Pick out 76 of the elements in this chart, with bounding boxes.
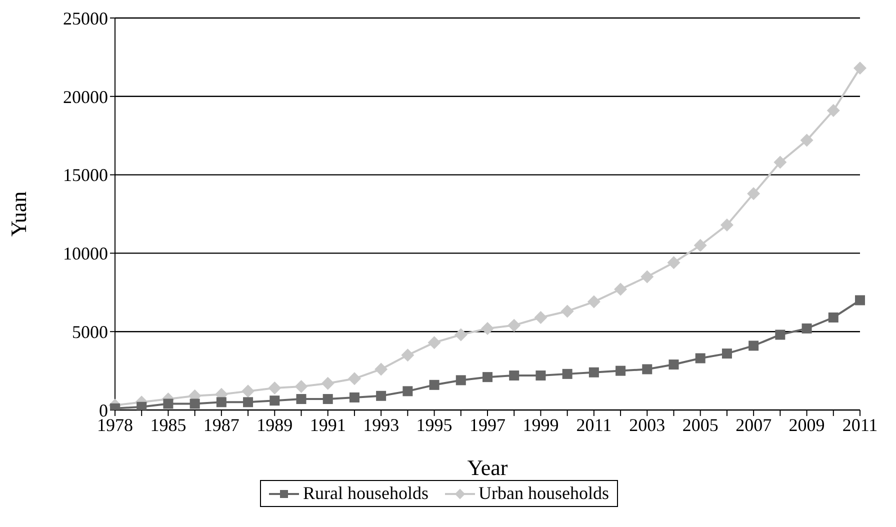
point	[667, 256, 680, 270]
x-tick-label: 1999	[522, 414, 559, 435]
point	[243, 397, 254, 408]
point	[216, 397, 226, 408]
point	[321, 376, 334, 390]
y-tick-label: 0	[99, 400, 108, 420]
point	[349, 392, 360, 402]
x-tick-label: 1987	[203, 414, 240, 435]
point	[800, 134, 814, 147]
point	[640, 270, 654, 284]
point	[482, 372, 492, 382]
y-tick-label: 15000	[63, 165, 108, 186]
point	[376, 390, 386, 401]
point	[562, 368, 572, 379]
y-tick-label: 10000	[63, 244, 108, 264]
point	[242, 384, 255, 398]
point	[775, 330, 786, 340]
point	[163, 398, 174, 409]
x-tick-label: 2009	[788, 414, 825, 435]
point	[828, 312, 838, 322]
point	[588, 367, 599, 378]
y-tick-label: 5000	[72, 322, 108, 342]
point	[587, 295, 600, 308]
point	[429, 380, 440, 390]
x-axis-title: Year	[467, 455, 508, 480]
point	[774, 156, 787, 169]
point	[534, 310, 548, 324]
point	[560, 304, 574, 318]
point	[855, 295, 865, 306]
x-tick-label: 1989	[256, 414, 293, 435]
x-tick-label: 1995	[416, 414, 452, 435]
point	[509, 370, 520, 381]
point	[536, 370, 546, 381]
x-tick-label: 1993	[363, 414, 400, 435]
point	[454, 328, 468, 342]
x-tick-label: 1997	[470, 414, 506, 435]
x-tick-label: 2011	[842, 414, 878, 435]
point	[428, 336, 441, 350]
point	[296, 394, 306, 404]
x-tick-label: 2011	[576, 414, 612, 435]
point	[720, 218, 734, 232]
point	[374, 362, 388, 376]
x-tick-label: 1985	[150, 414, 186, 435]
point	[722, 348, 732, 359]
point	[294, 380, 308, 393]
point	[642, 364, 652, 374]
point	[456, 375, 466, 386]
point	[614, 282, 628, 296]
x-tick-label: 2005	[682, 414, 718, 435]
point	[402, 386, 413, 396]
point	[481, 322, 494, 335]
y-axis-title: Yuan	[6, 191, 31, 237]
point	[616, 366, 626, 376]
point	[190, 398, 200, 409]
x-tick-label: 2007	[736, 414, 772, 435]
point	[695, 353, 706, 364]
point	[508, 318, 521, 332]
point	[270, 396, 280, 406]
point	[694, 238, 707, 252]
y-tick-label: 20000	[63, 86, 108, 107]
y-tick-label: 25000	[63, 8, 108, 28]
point	[401, 348, 414, 362]
point	[854, 62, 866, 75]
point	[668, 360, 679, 370]
x-tick-label: 2003	[629, 414, 666, 435]
legend-label: Urban households	[478, 483, 609, 504]
x-tick-label: 1991	[310, 414, 346, 435]
point	[748, 340, 759, 351]
point	[826, 104, 840, 118]
point	[322, 394, 333, 404]
point	[268, 382, 282, 395]
legend-label: Rural households	[303, 483, 428, 504]
point	[747, 187, 760, 200]
point	[136, 402, 147, 410]
point	[348, 372, 361, 386]
point	[802, 323, 812, 334]
